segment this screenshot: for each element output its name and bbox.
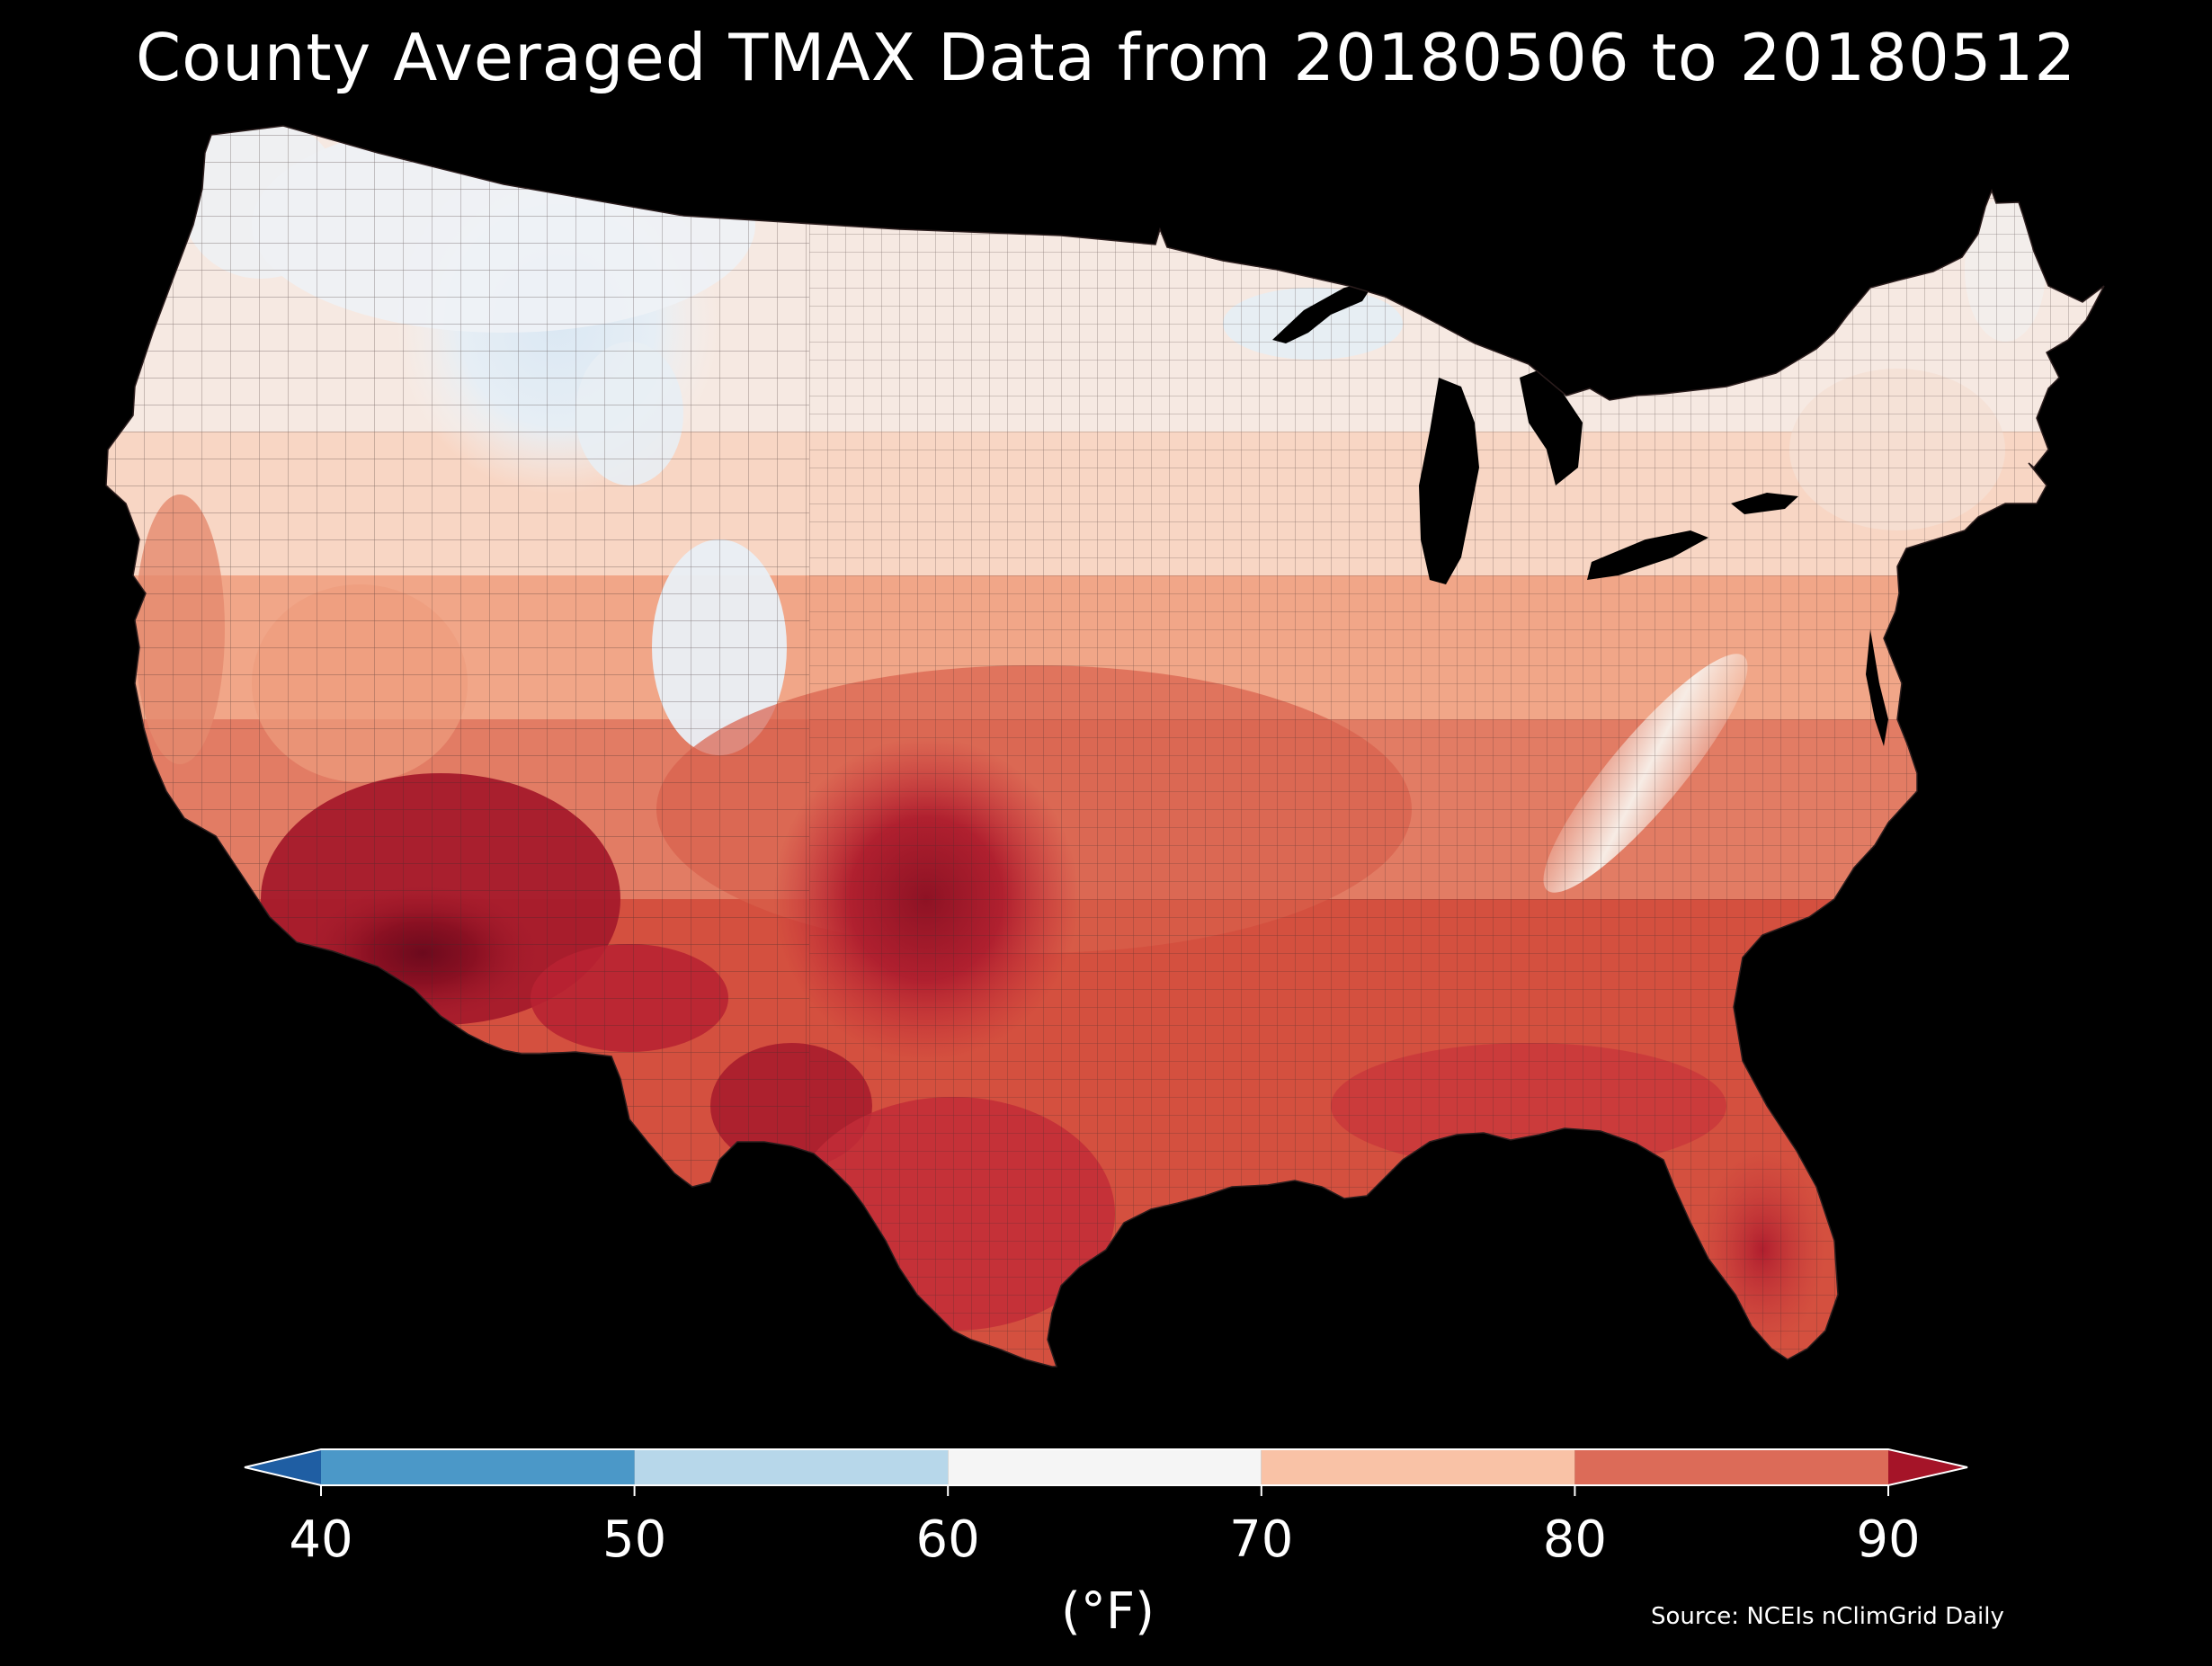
source-credit: Source: NCEIs nClimGrid Daily bbox=[1651, 1603, 2004, 1630]
lake-superior bbox=[1272, 281, 1376, 343]
lake-huron bbox=[1520, 367, 1583, 486]
colorbar-over-arrow bbox=[1888, 1449, 1967, 1485]
chesapeake-bay bbox=[1866, 629, 1888, 746]
lake-erie bbox=[1587, 530, 1708, 580]
colorbar-tick-label-80: 80 bbox=[1542, 1510, 1608, 1569]
colorbar-tick-label-60: 60 bbox=[915, 1510, 980, 1569]
colorbar-bin-0 bbox=[321, 1449, 635, 1485]
map-title: County Averaged TMAX Data from 20180506 … bbox=[135, 20, 2077, 95]
great-lakes bbox=[1272, 281, 1888, 746]
colorbar-under-arrow bbox=[245, 1449, 321, 1485]
lake-michigan bbox=[1419, 378, 1479, 584]
colorbar-tick-label-70: 70 bbox=[1229, 1510, 1294, 1569]
colorbar-tick-label-90: 90 bbox=[1856, 1510, 1921, 1569]
lake-ontario bbox=[1731, 493, 1798, 514]
colorbar-bin-1 bbox=[634, 1449, 949, 1485]
colorbar-unit-label: (°F) bbox=[1061, 1582, 1155, 1641]
colorbar-tick-label-50: 50 bbox=[602, 1510, 667, 1569]
colorbar-bin-3 bbox=[1261, 1449, 1575, 1485]
colorbar-bin-4 bbox=[1574, 1449, 1888, 1485]
colorbar-bin-2 bbox=[948, 1449, 1262, 1485]
colorbar-tick-label-40: 40 bbox=[289, 1510, 353, 1569]
